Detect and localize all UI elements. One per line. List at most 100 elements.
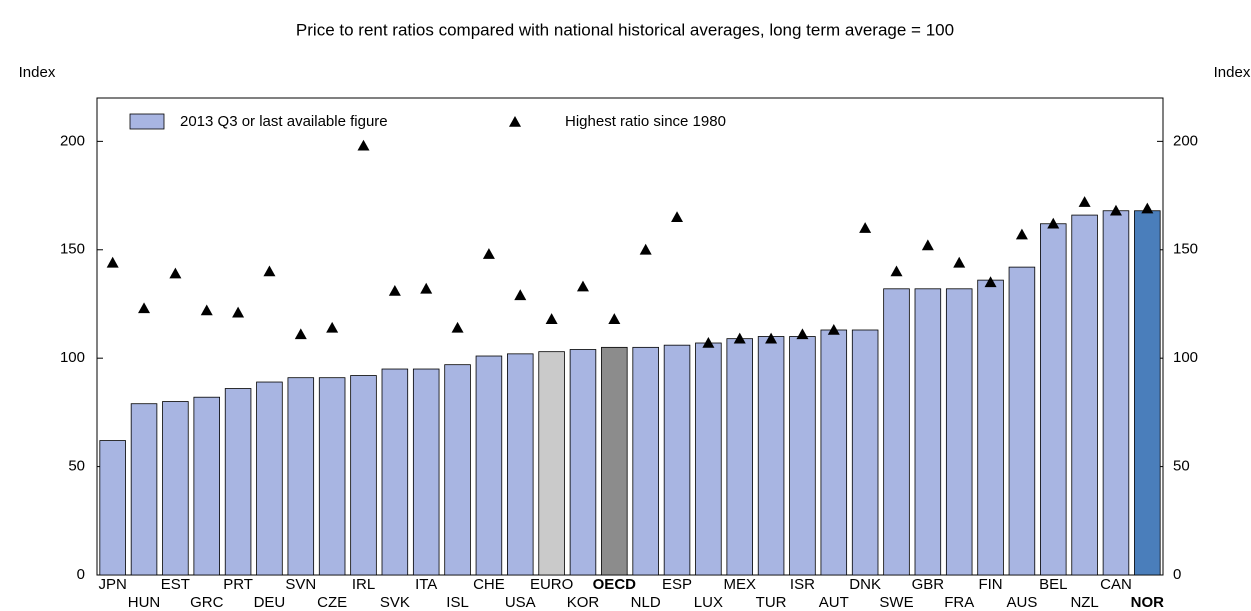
marker bbox=[326, 321, 339, 333]
bar bbox=[224, 388, 252, 576]
x-tick-label: DNK bbox=[849, 576, 881, 593]
y-axis-label: Index bbox=[19, 64, 56, 81]
marker bbox=[953, 256, 966, 268]
plot-frame bbox=[96, 97, 1164, 576]
x-tick-label: GBR bbox=[912, 576, 945, 593]
bar bbox=[851, 329, 879, 576]
x-tick-label: EURO bbox=[530, 576, 573, 593]
x-tick-label: KOR bbox=[567, 594, 600, 611]
bar bbox=[193, 396, 220, 576]
x-tick-label: NLD bbox=[631, 594, 661, 611]
bar bbox=[475, 355, 503, 576]
marker bbox=[294, 328, 307, 340]
x-tick-label: CHE bbox=[473, 576, 505, 593]
marker bbox=[482, 248, 495, 259]
y2-tick-label: 200 bbox=[1173, 132, 1198, 149]
marker bbox=[1015, 228, 1028, 240]
x-tick-label: MEX bbox=[723, 576, 756, 593]
x-tick-label: OECD bbox=[593, 576, 637, 593]
bar bbox=[162, 401, 189, 576]
bar bbox=[883, 288, 910, 576]
x-tick-label: SVK bbox=[380, 594, 410, 611]
x-tick-label: ISL bbox=[446, 594, 469, 611]
marker bbox=[263, 265, 276, 277]
bar bbox=[1008, 266, 1036, 576]
marker bbox=[890, 265, 903, 277]
bar bbox=[820, 329, 848, 576]
marker bbox=[357, 139, 370, 151]
x-tick-label: DEU bbox=[254, 594, 286, 611]
marker bbox=[232, 306, 245, 318]
marker bbox=[608, 313, 621, 324]
legend-marker bbox=[509, 116, 521, 127]
marker bbox=[451, 321, 464, 333]
bar bbox=[789, 336, 816, 576]
marker bbox=[671, 211, 684, 223]
x-tick-label: GRC bbox=[190, 594, 224, 611]
bar bbox=[632, 346, 659, 576]
y2-tick-label: 0 bbox=[1173, 566, 1181, 583]
marker bbox=[388, 284, 401, 296]
legend-label: 2013 Q3 or last available figure bbox=[180, 113, 388, 130]
x-tick-label: CAN bbox=[1100, 576, 1132, 593]
x-tick-label: TUR bbox=[756, 594, 787, 611]
bar bbox=[1102, 210, 1130, 576]
marker bbox=[200, 304, 213, 316]
bar bbox=[914, 288, 942, 576]
x-tick-label: AUS bbox=[1006, 594, 1037, 611]
x-tick-label: FIN bbox=[978, 576, 1002, 593]
marker bbox=[796, 328, 809, 340]
x-tick-label: ITA bbox=[415, 576, 437, 593]
bar bbox=[350, 375, 377, 576]
x-tick-label: ESP bbox=[662, 576, 692, 593]
marker bbox=[1141, 202, 1154, 214]
y-tick-label: 150 bbox=[60, 241, 85, 258]
bar bbox=[538, 351, 565, 576]
x-tick-label: CZE bbox=[317, 594, 347, 611]
x-tick-label: NZL bbox=[1070, 594, 1098, 611]
marker bbox=[576, 280, 589, 292]
x-tick-label: EST bbox=[161, 576, 190, 593]
y2-tick-label: 50 bbox=[1173, 458, 1190, 475]
y-tick-label: 200 bbox=[60, 132, 85, 149]
x-tick-label: LUX bbox=[694, 594, 723, 611]
bar bbox=[256, 381, 283, 576]
bar bbox=[695, 342, 722, 576]
y-tick-label: 50 bbox=[68, 458, 85, 475]
y2-tick-label: 100 bbox=[1173, 349, 1198, 366]
x-tick-label: AUT bbox=[819, 594, 849, 611]
x-tick-label: USA bbox=[505, 594, 536, 611]
bar bbox=[1040, 223, 1067, 576]
bar bbox=[444, 364, 471, 576]
x-tick-label: PRT bbox=[223, 576, 253, 593]
bar bbox=[381, 368, 409, 576]
bar bbox=[1071, 214, 1098, 576]
marker bbox=[733, 332, 746, 344]
marker bbox=[420, 282, 433, 294]
marker bbox=[1078, 196, 1091, 207]
x-tick-label: HUN bbox=[128, 594, 161, 611]
marker bbox=[765, 332, 778, 344]
x-tick-label: BEL bbox=[1039, 576, 1067, 593]
bar bbox=[663, 344, 691, 576]
bar bbox=[569, 349, 597, 576]
bar bbox=[1134, 210, 1161, 576]
marker bbox=[984, 276, 997, 288]
bar bbox=[130, 403, 158, 576]
marker bbox=[138, 302, 151, 314]
marker bbox=[702, 337, 715, 348]
x-tick-label: IRL bbox=[352, 576, 375, 593]
y-tick-label: 0 bbox=[77, 566, 85, 583]
marker bbox=[639, 243, 652, 255]
bar bbox=[977, 279, 1004, 576]
bar bbox=[412, 368, 440, 576]
chart-title: Price to rent ratios compared with natio… bbox=[296, 20, 954, 39]
marker bbox=[921, 239, 934, 251]
bar bbox=[318, 377, 346, 576]
legend-label: Highest ratio since 1980 bbox=[565, 113, 726, 130]
y-tick-label: 100 bbox=[60, 349, 85, 366]
marker bbox=[106, 256, 119, 268]
marker bbox=[545, 313, 558, 324]
bar bbox=[757, 336, 785, 576]
bar bbox=[287, 377, 315, 576]
